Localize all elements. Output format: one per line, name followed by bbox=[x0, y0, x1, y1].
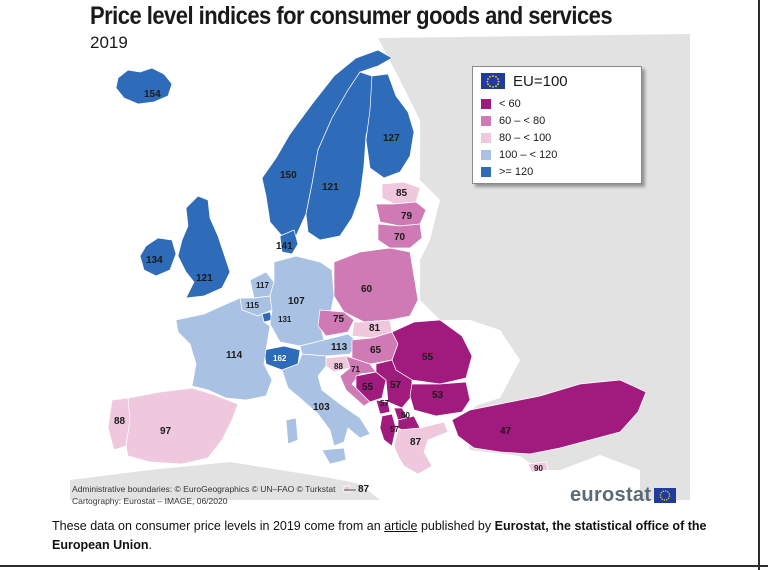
credits-cartography: Cartography: Eurostat – IMAGE, 06/2020 bbox=[72, 496, 228, 506]
serbia-region bbox=[375, 359, 413, 409]
value-italy: 103 bbox=[313, 402, 330, 413]
article-link[interactable]: article bbox=[384, 519, 418, 533]
denmark-region bbox=[279, 229, 299, 255]
value-serbia: 57 bbox=[390, 380, 402, 391]
value-bosnia: 55 bbox=[362, 382, 374, 393]
caption-text-3: . bbox=[148, 538, 153, 552]
value-france: 114 bbox=[226, 350, 243, 361]
iceland-region bbox=[115, 67, 173, 105]
legend-item-100-120: 100 – < 120 bbox=[481, 148, 557, 162]
bulgaria-region bbox=[409, 381, 471, 417]
eurostat-wordmark: eurostat bbox=[570, 484, 652, 506]
legend-header: EU=100 bbox=[481, 72, 568, 90]
caption-text-2: published by bbox=[417, 519, 495, 533]
map-credits: Administrative boundaries: © EuroGeograp… bbox=[72, 483, 336, 507]
legend-label: < 60 bbox=[499, 98, 521, 110]
value-netherlands: 117 bbox=[256, 281, 269, 290]
map-year: 2019 bbox=[90, 33, 128, 52]
caption: These data on consumer price levels in 2… bbox=[52, 517, 732, 555]
value-portugal: 88 bbox=[114, 416, 126, 427]
romania-region bbox=[391, 319, 473, 385]
cyprus-region bbox=[527, 461, 549, 473]
legend: EU=100 < 60 60 – < 80 80 – < 100 100 – <… bbox=[472, 66, 642, 184]
italy-region bbox=[281, 353, 371, 447]
legend-swatch bbox=[481, 150, 491, 160]
finland-region bbox=[365, 73, 415, 179]
france-region bbox=[175, 297, 273, 401]
value-croatia: 71 bbox=[351, 365, 360, 374]
uk-region bbox=[177, 195, 231, 299]
value-bulgaria: 53 bbox=[432, 390, 444, 401]
value-spain: 97 bbox=[160, 426, 172, 437]
value-cyprus: 90 bbox=[534, 464, 543, 473]
legend-swatch bbox=[481, 99, 491, 109]
value-albania: 57 bbox=[390, 425, 399, 434]
eurostat-logo: eurostat bbox=[570, 484, 677, 507]
legend-item-80-100: 80 – < 100 bbox=[481, 131, 551, 145]
sardinia-region bbox=[285, 417, 299, 445]
greece-region bbox=[393, 421, 449, 475]
value-iceland: 154 bbox=[144, 89, 161, 100]
malta-region bbox=[343, 485, 351, 493]
value-germany: 107 bbox=[288, 296, 305, 307]
legend-title: EU=100 bbox=[513, 72, 568, 90]
caption-text-1: These data on consumer price levels in 2… bbox=[52, 519, 385, 533]
eu-flag-icon bbox=[654, 488, 677, 503]
value-kosovo: 50 bbox=[401, 411, 410, 420]
legend-label: 80 – < 100 bbox=[499, 132, 552, 144]
legend-item-gte120: >= 120 bbox=[481, 165, 533, 179]
eu-flag-icon bbox=[481, 73, 505, 89]
value-lithuania: 70 bbox=[394, 232, 406, 243]
value-poland: 60 bbox=[361, 284, 373, 295]
czechia-region bbox=[317, 309, 355, 337]
frame-line-right bbox=[758, 0, 760, 570]
sicily-region bbox=[321, 447, 347, 465]
value-austria: 113 bbox=[331, 342, 348, 353]
legend-swatch bbox=[481, 133, 491, 143]
value-finland: 127 bbox=[383, 133, 400, 144]
value-belgium: 115 bbox=[246, 301, 259, 310]
norway-region bbox=[261, 49, 393, 237]
value-estonia: 85 bbox=[396, 188, 408, 199]
turkey-region bbox=[451, 379, 647, 455]
latvia-region bbox=[375, 201, 427, 227]
albania-region bbox=[379, 413, 397, 447]
value-turkey: 47 bbox=[500, 426, 512, 437]
montenegro-region bbox=[375, 399, 391, 415]
value-ireland: 134 bbox=[146, 255, 163, 266]
value-switzerland: 162 bbox=[273, 354, 287, 363]
spain-region bbox=[125, 387, 239, 465]
non-covered-africa bbox=[70, 462, 380, 500]
value-norway: 150 bbox=[280, 170, 297, 181]
value-uk: 121 bbox=[196, 273, 213, 284]
value-denmark: 141 bbox=[276, 241, 293, 252]
map-title: Price level indices for consumer goods a… bbox=[90, 2, 613, 30]
value-greece: 87 bbox=[410, 437, 422, 448]
value-slovakia: 81 bbox=[369, 323, 381, 334]
credits-boundaries: Administrative boundaries: © EuroGeograp… bbox=[72, 484, 336, 494]
value-sweden: 121 bbox=[322, 182, 339, 193]
legend-swatch bbox=[481, 167, 491, 177]
value-slovenia: 88 bbox=[334, 362, 343, 371]
value-luxembourg: 131 bbox=[278, 315, 292, 324]
legend-item-60-80: 60 – < 80 bbox=[481, 114, 545, 128]
value-latvia: 79 bbox=[401, 211, 413, 222]
legend-label: 60 – < 80 bbox=[499, 115, 546, 127]
caption-source: Eurostat, the statistical office of the … bbox=[52, 519, 707, 552]
ireland-region bbox=[139, 237, 177, 277]
legend-label: 100 – < 120 bbox=[499, 149, 558, 161]
value-montenegro: 57 bbox=[380, 399, 389, 408]
value-hungary: 65 bbox=[370, 345, 382, 356]
legend-swatch bbox=[481, 116, 491, 126]
frame-line-bottom bbox=[0, 565, 768, 567]
legend-item-lt60: < 60 bbox=[481, 97, 521, 111]
value-malta: 87 bbox=[358, 484, 370, 495]
poland-region bbox=[333, 247, 419, 323]
value-czechia: 75 bbox=[333, 314, 345, 325]
lithuania-region bbox=[377, 223, 423, 249]
legend-label: >= 120 bbox=[499, 166, 534, 178]
value-romania: 55 bbox=[422, 352, 434, 363]
